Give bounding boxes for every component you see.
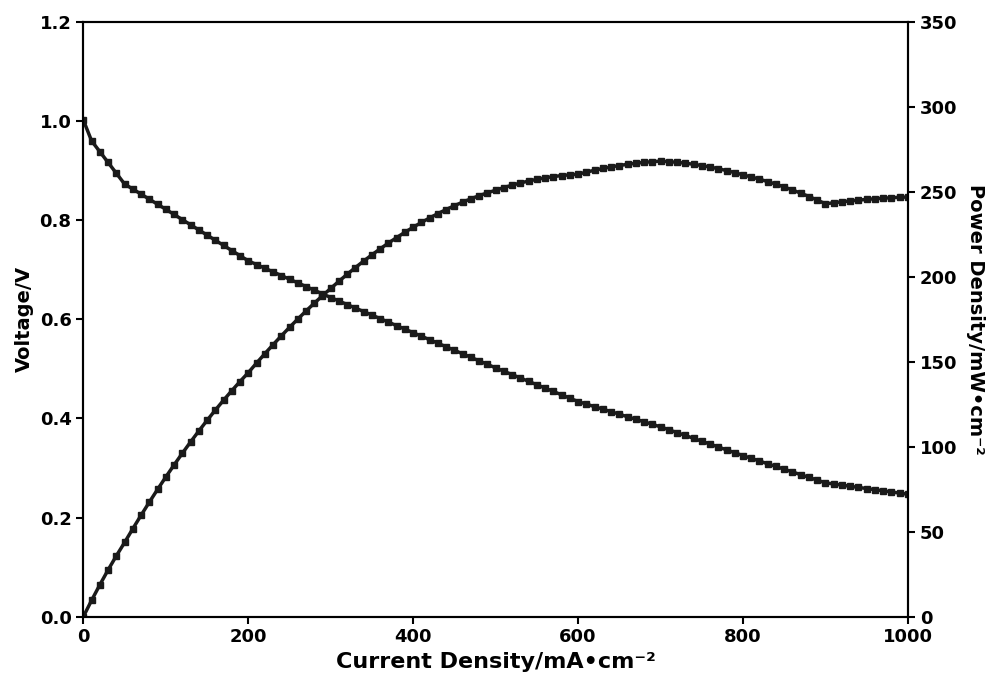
- Y-axis label: Voltage/V: Voltage/V: [15, 267, 34, 372]
- X-axis label: Current Density/mA•cm⁻²: Current Density/mA•cm⁻²: [336, 652, 656, 672]
- Y-axis label: Power Density/mW•cm⁻²: Power Density/mW•cm⁻²: [966, 184, 985, 455]
